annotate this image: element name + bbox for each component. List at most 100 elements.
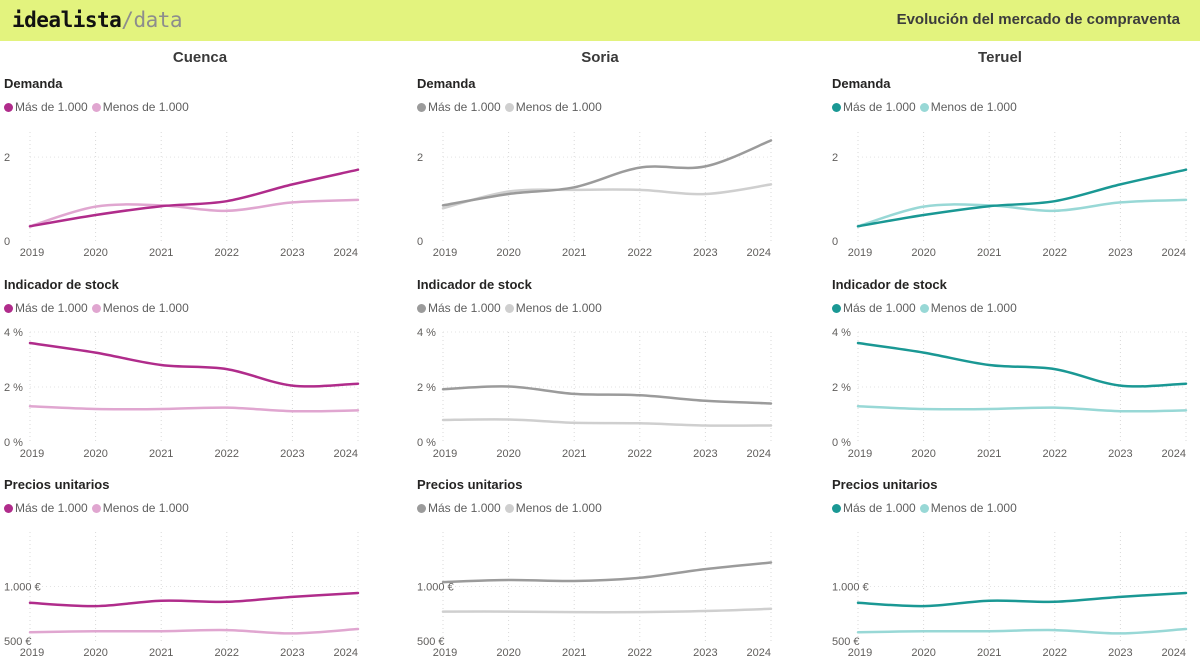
y-tick-label: 2 xyxy=(417,152,423,164)
legend-item-menos-de-1-000[interactable]: Menos de 1.000 xyxy=(504,501,602,515)
x-tick-label: 2019 xyxy=(20,448,44,460)
legend-item-mas-de-1-000[interactable]: Más de 1.000 xyxy=(4,100,88,114)
x-tick-label: 2024 xyxy=(1162,647,1186,659)
y-tick-label: 1.000 € xyxy=(417,582,454,594)
legend-label: Más de 1.000 xyxy=(15,501,88,515)
series-line-menos-de-1-000[interactable] xyxy=(28,627,360,635)
x-tick-label: 2019 xyxy=(433,647,457,659)
legend-item-mas-de-1-000[interactable]: Más de 1.000 xyxy=(4,301,88,315)
legend-item-mas-de-1-000[interactable]: Más de 1.000 xyxy=(832,501,916,515)
x-tick-label: 2023 xyxy=(1108,448,1132,460)
legend-dot-icon xyxy=(919,303,929,313)
x-tick-label: 2024 xyxy=(1162,247,1186,259)
legend-item-mas-de-1-000[interactable]: Más de 1.000 xyxy=(832,301,916,315)
legend-item-mas-de-1-000[interactable]: Más de 1.000 xyxy=(4,501,88,515)
line-chart-teruel-precios-unitarios[interactable]: 2019 2020 2021 2022 2023 2024 500 € 1.000 € xyxy=(832,532,1188,659)
legend-item-menos-de-1-000[interactable]: Menos de 1.000 xyxy=(504,100,602,114)
y-tick-label: 4 % xyxy=(417,327,436,339)
x-tick-label: 2022 xyxy=(1043,247,1067,259)
line-chart-teruel-indicador-de-stock[interactable]: 2019 2020 2021 2022 2023 2024 0 % 2 % 4 % xyxy=(832,327,1188,460)
x-tick-label: 2023 xyxy=(280,647,304,659)
legend-item-mas-de-1-000[interactable]: Más de 1.000 xyxy=(417,501,501,515)
series-line-mas-de-1-000[interactable] xyxy=(28,591,360,608)
legend-dot-icon xyxy=(91,303,101,313)
line-chart-soria-demanda[interactable]: 2019 2020 2021 2022 2023 2024 0 2 xyxy=(417,132,773,259)
legend-item-mas-de-1-000[interactable]: Más de 1.000 xyxy=(832,100,916,114)
x-tick-label: 2021 xyxy=(977,647,1001,659)
legend-cuenca-indicador-de-stock[interactable]: Más de 1.000 Menos de 1.000 xyxy=(4,301,193,315)
x-tick-label: 2020 xyxy=(496,647,520,659)
series-line-menos-de-1-000[interactable] xyxy=(28,405,360,413)
y-tick-label: 0 xyxy=(417,236,423,248)
legend-label: Menos de 1.000 xyxy=(515,100,602,114)
legend-label: Más de 1.000 xyxy=(15,301,88,315)
legend-item-menos-de-1-000[interactable]: Menos de 1.000 xyxy=(504,301,602,315)
line-chart-cuenca-precios-unitarios[interactable]: 2019 2020 2021 2022 2023 2024 500 € 1.000 € xyxy=(4,532,360,659)
legend-item-menos-de-1-000[interactable]: Menos de 1.000 xyxy=(919,501,1017,515)
x-tick-label: 2020 xyxy=(496,448,520,460)
legend-item-menos-de-1-000[interactable]: Menos de 1.000 xyxy=(91,100,189,114)
series-line-menos-de-1-000[interactable] xyxy=(856,405,1188,413)
x-tick-label: 2023 xyxy=(1108,647,1132,659)
x-tick-label: 2021 xyxy=(977,448,1001,460)
series-line-menos-de-1-000[interactable] xyxy=(856,198,1188,228)
series-line-mas-de-1-000[interactable] xyxy=(441,561,773,584)
series-line-mas-de-1-000[interactable] xyxy=(856,341,1188,388)
y-tick-label: 0 xyxy=(832,236,838,248)
legend-teruel-indicador-de-stock[interactable]: Más de 1.000 Menos de 1.000 xyxy=(832,301,1021,315)
series-line-mas-de-1-000[interactable] xyxy=(856,168,1188,228)
legend-soria-indicador-de-stock[interactable]: Más de 1.000 Menos de 1.000 xyxy=(417,301,606,315)
legend-item-mas-de-1-000[interactable]: Más de 1.000 xyxy=(417,100,501,114)
legend-teruel-precios-unitarios[interactable]: Más de 1.000 Menos de 1.000 xyxy=(832,501,1021,515)
series-line-menos-de-1-000[interactable] xyxy=(441,607,773,614)
legend-dot-icon xyxy=(417,503,426,513)
line-chart-soria-precios-unitarios[interactable]: 2019 2020 2021 2022 2023 2024 500 € 1.000 € xyxy=(417,532,773,659)
legend-item-menos-de-1-000[interactable]: Menos de 1.000 xyxy=(919,100,1017,114)
line-chart-soria-indicador-de-stock[interactable]: 2019 2020 2021 2022 2023 2024 0 % 2 % 4 % xyxy=(417,327,773,460)
series-line-mas-de-1-000[interactable] xyxy=(856,591,1188,608)
line-chart-cuenca-indicador-de-stock[interactable]: 2019 2020 2021 2022 2023 2024 0 % 2 % 4 % xyxy=(4,327,360,460)
legend-item-menos-de-1-000[interactable]: Menos de 1.000 xyxy=(91,301,189,315)
legend-dot-icon xyxy=(4,303,13,313)
series-line-mas-de-1-000[interactable] xyxy=(28,168,360,228)
legend-cuenca-demanda[interactable]: Más de 1.000 Menos de 1.000 xyxy=(4,100,193,114)
legend-dot-icon xyxy=(919,102,929,112)
legend-soria-precios-unitarios[interactable]: Más de 1.000 Menos de 1.000 xyxy=(417,501,606,515)
series-line-menos-de-1-000[interactable] xyxy=(441,418,773,427)
legend-dot-icon xyxy=(504,503,514,513)
series-line-mas-de-1-000[interactable] xyxy=(441,385,773,405)
legend-item-menos-de-1-000[interactable]: Menos de 1.000 xyxy=(919,301,1017,315)
series-line-mas-de-1-000[interactable] xyxy=(28,341,360,388)
legend-dot-icon xyxy=(832,503,841,513)
logo-brand: idealista xyxy=(12,8,122,32)
x-tick-label: 2020 xyxy=(911,647,935,659)
x-tick-label: 2022 xyxy=(628,448,652,460)
idealista-data-logo: idealista/data xyxy=(12,8,183,32)
x-tick-label: 2024 xyxy=(1162,448,1186,460)
legend-label: Menos de 1.000 xyxy=(515,501,602,515)
x-tick-label: 2022 xyxy=(215,448,239,460)
chart-title-cuenca-indicador-de-stock: Indicador de stock xyxy=(4,277,119,292)
legend-item-menos-de-1-000[interactable]: Menos de 1.000 xyxy=(91,501,189,515)
x-tick-label: 2020 xyxy=(911,247,935,259)
series-line-mas-de-1-000[interactable] xyxy=(441,139,773,207)
x-tick-label: 2021 xyxy=(562,247,586,259)
chart-title-teruel-precios-unitarios: Precios unitarios xyxy=(832,477,938,492)
legend-soria-demanda[interactable]: Más de 1.000 Menos de 1.000 xyxy=(417,100,606,114)
legend-cuenca-precios-unitarios[interactable]: Más de 1.000 Menos de 1.000 xyxy=(4,501,193,515)
line-chart-teruel-demanda[interactable]: 2019 2020 2021 2022 2023 2024 0 2 xyxy=(832,132,1188,259)
x-tick-label: 2023 xyxy=(693,647,717,659)
x-tick-label: 2019 xyxy=(848,247,872,259)
series-line-menos-de-1-000[interactable] xyxy=(856,627,1188,635)
chart-title-teruel-indicador-de-stock: Indicador de stock xyxy=(832,277,947,292)
legend-teruel-demanda[interactable]: Más de 1.000 Menos de 1.000 xyxy=(832,100,1021,114)
series-line-menos-de-1-000[interactable] xyxy=(28,198,360,228)
legend-label: Menos de 1.000 xyxy=(930,100,1017,114)
series-line-menos-de-1-000[interactable] xyxy=(441,183,773,210)
chart-title-cuenca-demanda: Demanda xyxy=(4,76,63,91)
legend-item-mas-de-1-000[interactable]: Más de 1.000 xyxy=(417,301,501,315)
y-tick-label: 1.000 € xyxy=(4,582,41,594)
legend-label: Más de 1.000 xyxy=(843,301,916,315)
line-chart-cuenca-demanda[interactable]: 2019 2020 2021 2022 2023 2024 0 2 xyxy=(4,132,360,259)
legend-dot-icon xyxy=(417,102,426,112)
